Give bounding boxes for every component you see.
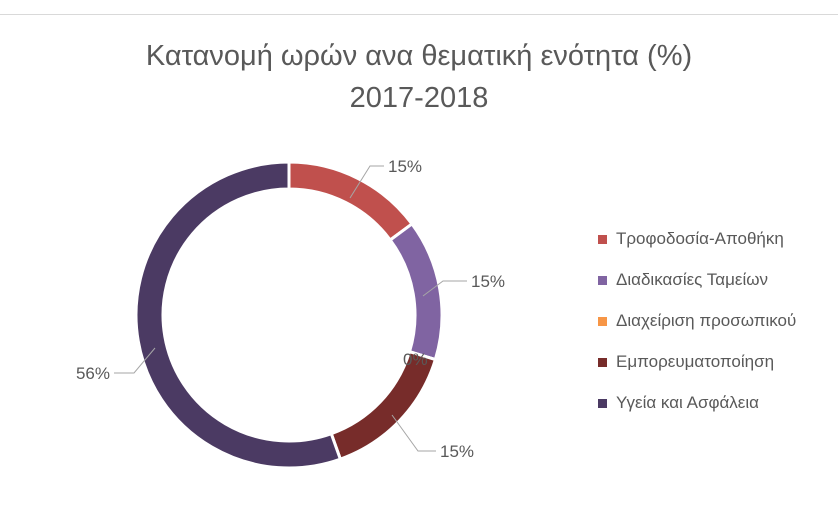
legend-item-trofodosia: Τροφοδοσία-Αποθήκη: [598, 229, 796, 249]
legend-label: Διαχείριση προσωπικού: [616, 311, 797, 330]
legend-swatch: [598, 398, 607, 408]
top-divider: [0, 14, 838, 15]
legend-item-diadikasies-tameion: Διαδικασίες Ταμείων: [598, 270, 796, 290]
legend-label: Εμπορευματοποίηση: [616, 352, 775, 371]
legend-label: Υγεία και Ασφάλεια: [616, 393, 759, 412]
legend-swatch: [598, 234, 607, 244]
data-label: 15%: [471, 272, 505, 291]
data-label: 15%: [440, 442, 474, 461]
donut-slice: [388, 221, 444, 362]
legend-label: Τροφοδοσία-Αποθήκη: [616, 229, 784, 248]
legend-label: Διαδικασίες Ταμείων: [616, 270, 769, 289]
chart-subtitle: 2017-2018: [349, 82, 489, 114]
chart-title: Κατανομή ωρών ανα θεματική ενότητα (%): [145, 40, 693, 72]
leader-line: [349, 165, 384, 199]
data-label: 56%: [76, 364, 110, 383]
data-label: 15%: [388, 157, 422, 176]
legend-swatch: [598, 316, 607, 326]
leader-line: [422, 280, 467, 297]
chart-legend: Τροφοδοσία-Αποθήκη Διαδικασίες Ταμείων Δ…: [598, 229, 796, 434]
legend-item-diaxeirisi-prosopikou: Διαχείριση προσωπικού: [598, 311, 796, 331]
legend-swatch: [598, 275, 607, 285]
leader-line: [114, 347, 156, 374]
leader-line: [391, 414, 436, 452]
donut-slice: [134, 160, 343, 470]
legend-swatch: [598, 357, 607, 367]
legend-item-ygeia-asfaleia: Υγεία και Ασφάλεια: [598, 393, 796, 413]
legend-item-emporeumatopoiisi: Εμπορευματοποίηση: [598, 352, 796, 372]
data-label: 0%: [403, 350, 428, 369]
